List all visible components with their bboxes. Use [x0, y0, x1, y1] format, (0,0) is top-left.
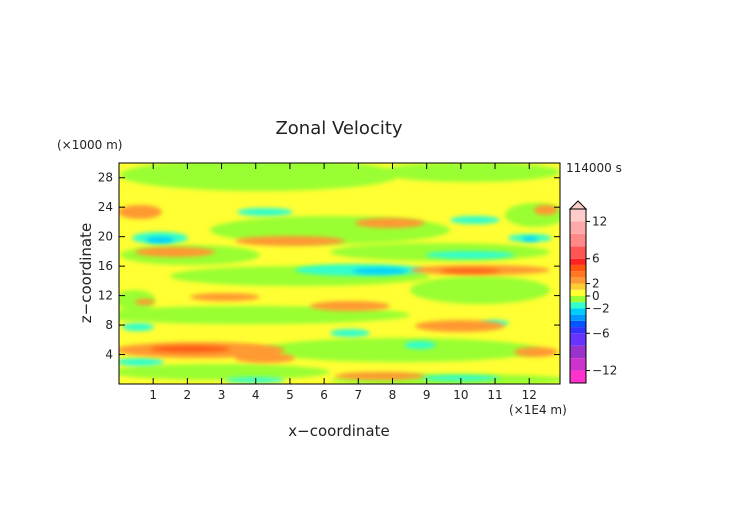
- y-tick-label: 20: [98, 230, 113, 244]
- contour-blue-regions: [146, 237, 538, 274]
- x-tick-label: 6: [320, 388, 328, 402]
- x-tick-label: 9: [423, 388, 431, 402]
- colorbar-tick-label: −2: [592, 301, 610, 315]
- y-axis-label: z−coordinate: [77, 223, 95, 323]
- colorbar-band: [570, 314, 586, 321]
- colorbar-band: [570, 246, 586, 259]
- y-tick-label: 4: [105, 348, 113, 362]
- colorbar-band: [570, 333, 586, 346]
- chart-title: Zonal Velocity: [275, 118, 402, 139]
- colorbar-tick-label: −12: [592, 364, 617, 378]
- x-tick-label: 4: [252, 388, 260, 402]
- x-unit-label: (×1E4 m): [509, 403, 567, 417]
- colorbar-band: [570, 327, 586, 334]
- colorbar-tick-label: 12: [592, 214, 607, 228]
- colorbar-band: [570, 283, 586, 290]
- colorbar-band: [570, 233, 586, 247]
- colorbar-band: [570, 345, 586, 359]
- contour-red-regions: [150, 269, 500, 352]
- time-label: 114000 s: [566, 161, 622, 175]
- y-tick-label: 16: [98, 259, 113, 273]
- colorbar-band: [570, 308, 586, 315]
- colorbar-band: [570, 271, 586, 278]
- x-tick-label: 1: [149, 388, 157, 402]
- y-tick-label: 24: [98, 200, 113, 214]
- colorbar-band: [570, 289, 586, 296]
- heatmap-field: [119, 163, 560, 384]
- colorbar-band: [570, 264, 586, 272]
- colorbar-tick-label: −6: [592, 326, 610, 340]
- y-axis-ticks: 4 8 12 16 20 24 28: [98, 171, 560, 362]
- colorbar-band: [570, 296, 586, 303]
- y-tick-label: 28: [98, 171, 113, 185]
- colorbar-band: [570, 320, 586, 328]
- x-tick-label: 12: [522, 388, 537, 402]
- colorbar-tick-label: 2: [592, 277, 600, 291]
- x-tick-label: 8: [389, 388, 397, 402]
- plot-frame: [118, 162, 561, 385]
- x-tick-label: 3: [218, 388, 226, 402]
- colorbar: 12 6 20−2 −6 −12: [568, 200, 617, 384]
- colorbar-band: [570, 209, 586, 222]
- colorbar-band: [570, 258, 586, 265]
- y-unit-label: (×1000 m): [57, 138, 122, 152]
- x-tick-label: 11: [487, 388, 502, 402]
- y-tick-label: 8: [105, 318, 113, 332]
- colorbar-band: [570, 221, 586, 234]
- x-tick-label: 2: [184, 388, 192, 402]
- x-tick-label: 7: [354, 388, 362, 402]
- colorbar-band: [570, 358, 586, 371]
- x-tick-label: 5: [286, 388, 294, 402]
- colorbar-extend-arrow: [568, 200, 588, 210]
- colorbar-band: [570, 370, 586, 383]
- x-axis-ticks: 1 2 3 4 5 6 7 8 9 10 11 12: [149, 163, 537, 402]
- colorbar-band: [570, 277, 586, 284]
- colorbar-tick-label: 0: [592, 289, 600, 303]
- colorbar-band: [570, 302, 586, 309]
- colorbar-tick-label: 6: [592, 252, 600, 266]
- y-tick-label: 12: [98, 289, 113, 303]
- x-tick-label: 10: [453, 388, 468, 402]
- x-axis-label: x−coordinate: [288, 422, 389, 440]
